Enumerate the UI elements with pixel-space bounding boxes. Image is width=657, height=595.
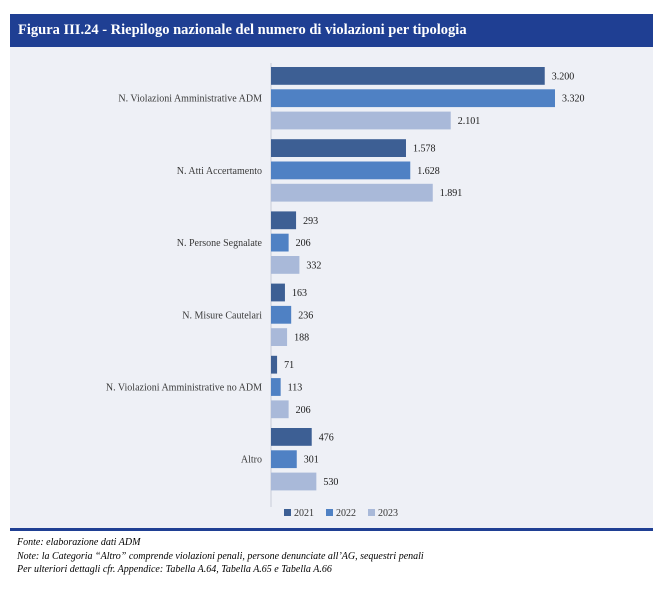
category-label-n-persone-segnalate: N. Persone Segnalate xyxy=(177,238,263,249)
bar-2023-n-violazioni-amministrative-adm xyxy=(271,111,451,130)
category-label-n-atti-accertamento: N. Atti Accertamento xyxy=(177,166,262,177)
value-label-2022-n-violazioni-amministrative-no-adm: 113 xyxy=(288,383,303,394)
value-label-2022-n-persone-segnalate: 206 xyxy=(296,238,311,249)
bar-2022-n-misure-cautelari xyxy=(271,305,292,324)
value-label-2022-n-atti-accertamento: 1.628 xyxy=(417,166,440,177)
category-label-n-misure-cautelari: N. Misure Cautelari xyxy=(182,310,262,321)
further-details-note: Per ulteriori dettagli cfr. Appendice: T… xyxy=(17,564,332,575)
value-label-2023-n-atti-accertamento: 1.891 xyxy=(440,188,463,199)
value-label-2021-n-violazioni-amministrative-adm: 3.200 xyxy=(552,71,575,82)
bar-2023-n-violazioni-amministrative-no-adm xyxy=(271,400,289,419)
bar-2022-n-atti-accertamento xyxy=(271,161,411,180)
bar-2021-n-atti-accertamento xyxy=(271,139,406,157)
legend-label-2021: 2021 xyxy=(294,508,314,519)
bottom-divider xyxy=(10,528,653,531)
bar-2021-n-persone-segnalate xyxy=(271,211,297,230)
bar-2022-altro xyxy=(271,450,297,469)
value-label-2021-n-misure-cautelari: 163 xyxy=(292,288,307,299)
value-label-2022-n-violazioni-amministrative-adm: 3.320 xyxy=(562,94,585,105)
bar-2023-n-misure-cautelari xyxy=(271,328,288,346)
figure-panel: Figura III.24 - Riepilogo nazionale del … xyxy=(10,14,653,529)
value-label-2023-n-persone-segnalate: 332 xyxy=(306,260,321,271)
bar-2021-n-violazioni-amministrative-adm xyxy=(271,67,545,85)
legend-label-2023: 2023 xyxy=(378,508,398,519)
bar-2021-n-violazioni-amministrative-no-adm xyxy=(271,355,278,374)
bar-2023-altro xyxy=(271,472,317,491)
figure-title: Figura III.24 - Riepilogo nazionale del … xyxy=(10,14,653,47)
category-label-altro: Altro xyxy=(241,455,262,466)
category-label-n-violazioni-amministrative-adm: N. Violazioni Amministrative ADM xyxy=(118,94,262,105)
value-label-2021-altro: 476 xyxy=(319,432,334,443)
category-note: Note: la Categoria “Altro” comprende vio… xyxy=(17,550,424,562)
bar-2022-n-violazioni-amministrative-no-adm xyxy=(271,378,281,396)
value-label-2021-n-atti-accertamento: 1.578 xyxy=(413,144,436,155)
bar-2023-n-persone-segnalate xyxy=(271,256,300,274)
figure-notes: Fonte: elaborazione dati ADM Note: la Ca… xyxy=(17,536,647,577)
value-label-2021-n-persone-segnalate: 293 xyxy=(303,216,318,227)
value-label-2023-n-misure-cautelari: 188 xyxy=(294,333,309,344)
legend-swatch-2023 xyxy=(368,509,375,516)
category-label-n-violazioni-amministrative-no-adm: N. Violazioni Amministrative no ADM xyxy=(106,383,262,394)
legend-swatch-2022 xyxy=(326,509,333,516)
value-label-2023-n-violazioni-amministrative-adm: 2.101 xyxy=(458,116,481,127)
source-note: Fonte: elaborazione dati ADM xyxy=(17,537,141,548)
legend-swatch-2021 xyxy=(284,509,291,516)
value-label-2023-altro: 530 xyxy=(323,477,338,488)
bar-chart: N. Violazioni Amministrative ADM 3.200 3.3… xyxy=(106,63,585,519)
value-label-2022-altro: 301 xyxy=(304,455,319,466)
value-label-2021-n-violazioni-amministrative-no-adm: 71 xyxy=(284,360,294,371)
value-label-2023-n-violazioni-amministrative-no-adm: 206 xyxy=(296,405,311,416)
bar-2023-n-atti-accertamento xyxy=(271,183,433,202)
bar-2021-n-misure-cautelari xyxy=(271,283,285,302)
bar-2022-n-persone-segnalate xyxy=(271,233,289,252)
legend-label-2022: 2022 xyxy=(336,508,356,519)
bar-2021-altro xyxy=(271,428,312,446)
bar-2022-n-violazioni-amministrative-adm xyxy=(271,89,555,108)
value-label-2022-n-misure-cautelari: 236 xyxy=(298,310,313,321)
